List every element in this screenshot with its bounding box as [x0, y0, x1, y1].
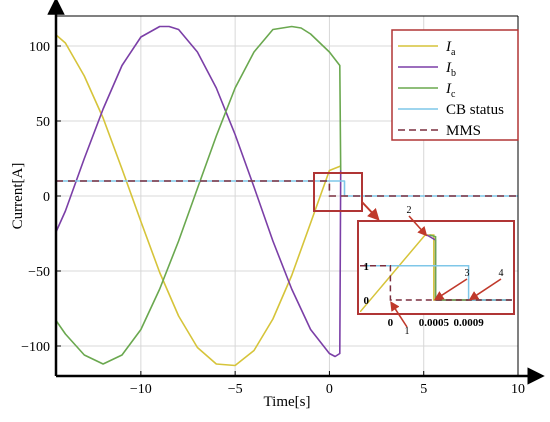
- inset-x-tick-label-0: 0: [388, 317, 394, 329]
- legend-box: [391, 29, 519, 141]
- inset-x-tick-label-2: 0.0009: [453, 317, 484, 329]
- callout-arrow-1: [390, 301, 408, 328]
- y-tick-label-4: 100: [29, 40, 50, 55]
- callout-label-3: 3: [465, 268, 470, 279]
- inset-series-line-4: [360, 265, 512, 301]
- y-axis-label: Current[A]: [10, 163, 26, 230]
- callout-label-1: 1: [405, 326, 410, 337]
- legend-label-4: MMS: [446, 123, 481, 139]
- series-line-0: [56, 34, 341, 367]
- legend-label-3: CB status: [446, 102, 504, 118]
- legend-label-1: Ib: [445, 60, 456, 79]
- legend: Ia Ib Ic CB status MMS: [391, 29, 519, 141]
- callout-arrow-4: [468, 278, 502, 301]
- series-line-1: [56, 25, 342, 358]
- y-tick-label-3: 50: [36, 115, 50, 130]
- inset-series-layer: [360, 234, 512, 312]
- x-tick-label-4: 10: [511, 382, 525, 397]
- legend-label-2: Ic: [445, 81, 456, 100]
- zoom-connector-arrow: [361, 201, 380, 221]
- inset-ticks: 0 0.0005 0.0009 0 1: [364, 261, 485, 329]
- series-layer: [56, 25, 518, 367]
- y-tick-label-0: −100: [21, 340, 50, 355]
- inset-x-tick-label-1: 0.0005: [419, 317, 450, 329]
- series-line-3: [56, 180, 518, 197]
- inset-y-tick-label-0: 0: [364, 295, 370, 307]
- x-tick-label-0: −10: [130, 382, 152, 397]
- x-tick-label-1: −5: [228, 382, 243, 397]
- callout-label-4: 4: [499, 268, 504, 279]
- y-tick-label-1: −50: [28, 265, 50, 280]
- series-line-4: [56, 180, 518, 197]
- series-line-2: [56, 25, 342, 365]
- zoom-region-box: [313, 172, 363, 212]
- legend-label-0: Ia: [445, 39, 456, 58]
- inset-y-tick-label-1: 1: [364, 261, 370, 273]
- x-tick-label-3: 5: [420, 382, 427, 397]
- callout-label-2: 2: [407, 205, 412, 216]
- y-tick-label-2: 0: [43, 190, 50, 205]
- inset-callouts: 1 2 3 4: [390, 205, 504, 337]
- x-tick-label-2: 0: [326, 382, 333, 397]
- callout-arrow-3: [433, 278, 468, 301]
- x-axis-label: Time[s]: [264, 394, 311, 410]
- callout-arrow-2: [408, 215, 428, 237]
